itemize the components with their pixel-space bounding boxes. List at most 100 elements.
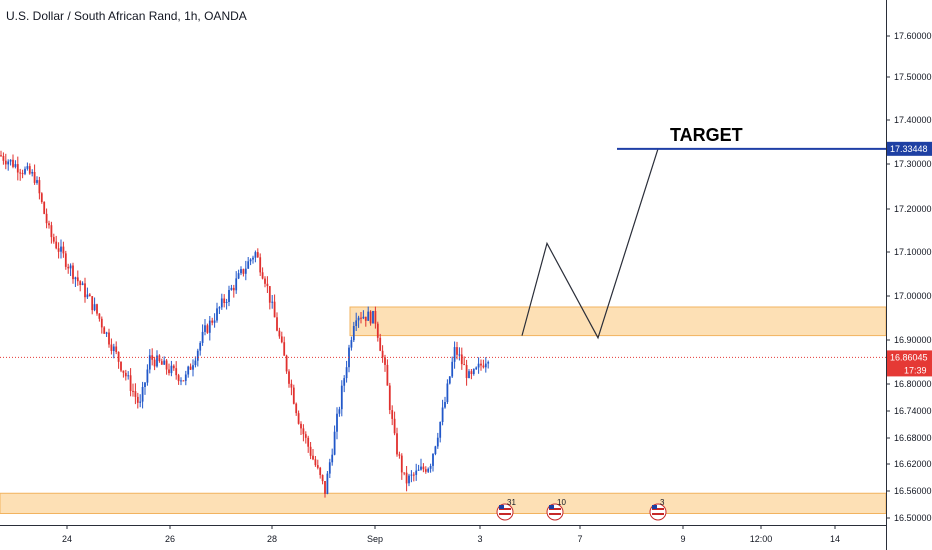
candle-body bbox=[448, 376, 451, 384]
y-tick-label: 16.74000 bbox=[894, 406, 932, 416]
candle-body bbox=[129, 375, 132, 391]
candle-body bbox=[100, 318, 103, 328]
candle-body bbox=[376, 323, 379, 338]
candle-body bbox=[439, 422, 442, 438]
candle-body bbox=[460, 354, 463, 365]
candle-body bbox=[117, 351, 120, 362]
candle-body bbox=[340, 385, 343, 410]
x-tick-label: 14 bbox=[830, 534, 840, 544]
event-count: 31 bbox=[507, 498, 516, 507]
candle-body bbox=[45, 213, 48, 224]
candles-layer bbox=[0, 150, 490, 498]
chart-title: U.S. Dollar / South African Rand, 1h, OA… bbox=[6, 9, 247, 23]
current-price-tag bbox=[887, 350, 932, 377]
candle-body bbox=[300, 423, 302, 429]
candle-body bbox=[400, 455, 403, 473]
time-axis-bg bbox=[0, 525, 886, 550]
candle-body bbox=[302, 428, 305, 435]
candle-body bbox=[333, 431, 336, 455]
candle-body bbox=[120, 361, 122, 371]
y-tick-label: 17.10000 bbox=[894, 247, 932, 257]
candle-body bbox=[232, 287, 235, 291]
candle-body bbox=[480, 363, 482, 366]
candle-body bbox=[187, 366, 190, 375]
zone-resistance bbox=[349, 306, 887, 337]
candle-body bbox=[12, 159, 14, 167]
candle-body bbox=[314, 459, 317, 466]
candle-body bbox=[52, 237, 55, 242]
target-price-tag bbox=[887, 141, 932, 156]
candle-body bbox=[456, 347, 458, 355]
candle-body bbox=[369, 311, 372, 324]
candle-body bbox=[2, 156, 5, 161]
flag-canton bbox=[499, 505, 504, 509]
candle-body bbox=[436, 437, 439, 447]
candle-body bbox=[477, 363, 480, 368]
candle-body bbox=[405, 472, 408, 484]
candle-body bbox=[235, 278, 238, 291]
candle-body bbox=[266, 283, 269, 287]
candle-body bbox=[196, 350, 199, 361]
candle-body bbox=[252, 257, 254, 260]
candle-body bbox=[328, 462, 331, 474]
candle-body bbox=[360, 317, 362, 319]
x-tick-label: 3 bbox=[477, 534, 482, 544]
candle-body bbox=[379, 337, 382, 351]
candle-body bbox=[201, 331, 204, 343]
candle-body bbox=[432, 453, 434, 466]
candle-body bbox=[444, 402, 446, 408]
candle-body bbox=[465, 365, 468, 378]
flag-stripe bbox=[652, 513, 664, 515]
flag-stripe bbox=[499, 508, 511, 510]
candle-body bbox=[98, 313, 101, 319]
candle-body bbox=[146, 369, 149, 383]
candle-body bbox=[124, 372, 127, 377]
candle-body bbox=[292, 387, 295, 404]
candle-body bbox=[458, 354, 461, 356]
candle-body bbox=[93, 304, 96, 311]
candle-body bbox=[57, 248, 60, 252]
candle-body bbox=[487, 362, 490, 364]
candle-body bbox=[408, 475, 410, 484]
candle-body bbox=[386, 364, 389, 386]
candle-body bbox=[139, 401, 142, 403]
candle-body bbox=[91, 296, 94, 311]
candle-body bbox=[72, 265, 74, 280]
candle-body bbox=[127, 375, 130, 377]
candle-body bbox=[40, 193, 43, 202]
candle-body bbox=[158, 355, 161, 362]
candle-body bbox=[326, 473, 329, 494]
y-tick-label: 17.60000 bbox=[894, 31, 932, 41]
candle-body bbox=[175, 368, 178, 376]
candle-body bbox=[417, 469, 420, 471]
candle-body bbox=[4, 160, 7, 165]
candle-body bbox=[165, 360, 168, 370]
candle-body bbox=[441, 407, 444, 422]
candle-body bbox=[144, 382, 146, 387]
candle-body bbox=[453, 347, 456, 362]
candle-body bbox=[163, 360, 166, 365]
candle-body bbox=[55, 241, 58, 249]
candle-body bbox=[372, 311, 374, 324]
candle-body bbox=[412, 474, 415, 476]
candle-body bbox=[189, 366, 192, 370]
candle-body bbox=[84, 283, 86, 298]
candle-body bbox=[283, 342, 286, 356]
candle-body bbox=[50, 225, 53, 238]
candle-body bbox=[16, 164, 19, 173]
candle-body bbox=[285, 355, 288, 372]
x-tick-label: 26 bbox=[165, 534, 175, 544]
candle-body bbox=[153, 359, 156, 367]
candle-body bbox=[256, 252, 259, 258]
candle-body bbox=[278, 330, 281, 337]
candle-body bbox=[38, 180, 41, 194]
candle-body bbox=[192, 365, 194, 370]
candle-body bbox=[357, 317, 360, 321]
x-tick-label: 12:00 bbox=[750, 534, 773, 544]
candle-body bbox=[403, 472, 406, 474]
candle-body bbox=[230, 287, 233, 290]
candle-body bbox=[81, 283, 84, 285]
candle-body bbox=[220, 298, 223, 308]
candle-body bbox=[112, 346, 115, 351]
